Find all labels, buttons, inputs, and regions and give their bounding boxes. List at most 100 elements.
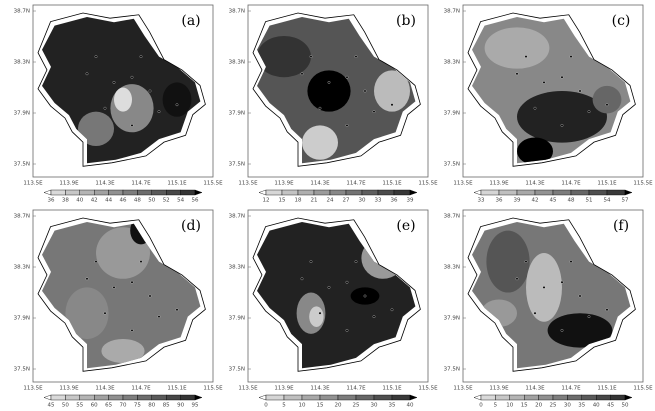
colorbar-swatch (596, 394, 611, 401)
colorbar-tick-label: 33 (478, 198, 485, 204)
panel-label: (d) (181, 218, 201, 234)
station (148, 89, 152, 93)
colorbar-tick-label: 56 (192, 198, 199, 204)
station (94, 55, 98, 58)
colorbar-tick-label: 50 (62, 403, 69, 409)
colorbar-swatch (373, 394, 393, 401)
station (130, 329, 134, 332)
colorbar-swatch (538, 394, 554, 401)
colorbar-swatch (265, 394, 285, 401)
colorbar-end (624, 189, 633, 196)
colorbar-tick-label: 15 (279, 198, 286, 204)
station (542, 81, 546, 84)
lon-label: 113.5E (238, 386, 258, 392)
panel-label: (c) (612, 13, 631, 29)
lon-label: 114.7E (131, 386, 151, 392)
station (390, 308, 394, 312)
colorbar-tick-label: 95 (192, 403, 199, 409)
station (300, 72, 304, 76)
colorbar-tick-label: 15 (317, 403, 324, 409)
station (560, 75, 564, 79)
lat-label: 38.3N (14, 60, 30, 66)
colorbar-swatch (313, 189, 331, 196)
station (148, 294, 152, 298)
colorbar-tick-label: 70 (120, 403, 127, 409)
contour-zone (486, 230, 530, 293)
lon-label: 113.5E (453, 181, 473, 187)
colorbar-tick-label: 55 (76, 403, 83, 409)
contour-zone (302, 125, 338, 160)
panel-label: (b) (396, 13, 416, 29)
colorbar-swatch (301, 394, 321, 401)
station (515, 72, 519, 76)
colorbar-tick-label: 36 (391, 198, 398, 204)
colorbar-tick-label: 54 (177, 198, 184, 204)
lat-label: 37.9N (444, 316, 460, 322)
colorbar-tick-label: 54 (604, 198, 611, 204)
lon-label: 113.9E (274, 386, 294, 392)
colorbar-swatch (581, 394, 597, 401)
station (542, 286, 546, 289)
station (94, 260, 98, 263)
contour-zone (517, 137, 553, 164)
station (130, 280, 134, 284)
station (363, 294, 367, 298)
lat-label: 37.5N (14, 162, 30, 168)
region-outline (252, 217, 421, 372)
station (560, 329, 564, 332)
colorbar-tick-label: 30 (564, 403, 571, 409)
panel-label: (f) (613, 218, 629, 234)
lat-label: 38.3N (229, 265, 245, 271)
station (318, 311, 322, 315)
map-panel: (f) 38.7N 38.3N 37.9N 37.5N 113.5E 113.9E 114.3… (444, 209, 653, 409)
lon-label: 115.1E (597, 386, 617, 392)
station (103, 106, 107, 110)
station (175, 308, 179, 312)
colorbar-end (473, 189, 482, 196)
colorbar-swatch (524, 394, 539, 401)
station (103, 311, 107, 315)
colorbar-swatch (93, 189, 109, 196)
colorbar-tick-label: 25 (550, 403, 557, 409)
colorbar-swatch (509, 394, 525, 401)
colorbar-swatch (498, 189, 518, 196)
colorbar-swatch (391, 394, 411, 401)
colorbar-tick-label: 60 (91, 403, 98, 409)
station (157, 110, 161, 113)
station (354, 55, 358, 58)
colorbar-tick-label: 0 (264, 403, 268, 409)
colorbar-swatch (345, 189, 363, 196)
contour-zone (517, 91, 607, 143)
contour-zone (65, 287, 109, 340)
lat-label: 38.7N (444, 9, 460, 15)
colorbar-swatch (165, 189, 181, 196)
colorbar-tick-label: 40 (407, 403, 414, 409)
region-outline (252, 12, 421, 167)
lon-label: 115.5E (418, 386, 438, 392)
lon-label: 114.3E (95, 386, 115, 392)
colorbar-swatch (570, 189, 590, 196)
colorbar-tick-label: 42 (532, 198, 539, 204)
colorbar-end (194, 394, 203, 401)
colorbar-tick-label: 40 (76, 198, 83, 204)
contour-zone (592, 85, 622, 114)
colorbar-tick-label: 45 (607, 403, 614, 409)
colorbar-swatch (329, 189, 347, 196)
colorbar-swatch (567, 394, 583, 401)
station (515, 277, 519, 281)
station (524, 260, 528, 263)
colorbar-swatch (93, 394, 109, 401)
colorbar-tick-label: 5 (494, 403, 498, 409)
lon-label: 115.1E (167, 386, 187, 392)
station (300, 277, 304, 281)
colorbar-tick-label: 40 (593, 403, 600, 409)
colorbar-tick-label: 38 (62, 198, 69, 204)
colorbar-end (258, 189, 267, 196)
lat-label: 38.7N (229, 214, 245, 220)
colorbar-swatch (108, 189, 124, 196)
colorbar-swatch (180, 394, 196, 401)
colorbar-tick-label: 0 (479, 403, 483, 409)
lon-label: 113.9E (274, 181, 294, 187)
lon-label: 114.7E (346, 386, 366, 392)
colorbar-tick-label: 15 (521, 403, 528, 409)
